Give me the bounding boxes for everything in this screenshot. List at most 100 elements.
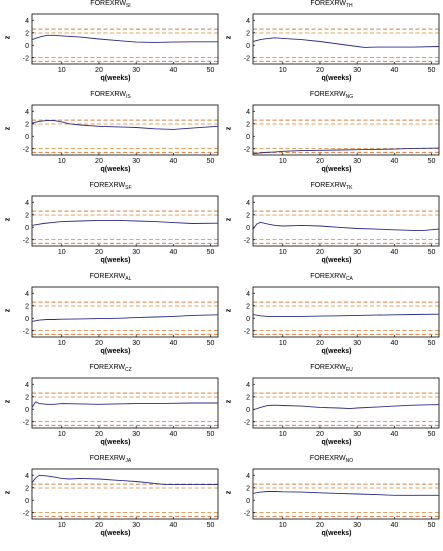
chart-title: FOREXRWJA: [0, 455, 221, 464]
x-tick-label: 30: [132, 431, 140, 438]
chart-title-subscript: SF: [125, 185, 132, 191]
y-axis-label: z: [4, 490, 12, 495]
y-tick-label: -2: [23, 237, 29, 244]
x-tick-label: 20: [95, 249, 103, 256]
y-tick-label: 0: [25, 316, 29, 323]
y-axis-label: z: [225, 126, 233, 131]
y-tick-label: 2: [25, 212, 29, 219]
chart-title: FOREXRWAL: [0, 273, 221, 282]
y-tick-label: -2: [23, 55, 29, 62]
chart-svg: 10 20 30 40 50 -2 0 2 4: [244, 13, 440, 74]
y-tick-label: 2: [25, 121, 29, 128]
y-tick-label: -2: [244, 419, 250, 426]
series-line: [31, 474, 218, 486]
y-axis-label: z: [225, 490, 233, 495]
series-line: [252, 221, 440, 231]
series-line: [31, 314, 219, 322]
y-tick-label: 0: [25, 225, 29, 232]
x-tick-label: 50: [207, 340, 215, 347]
chart-title: FOREXRWTH: [221, 0, 442, 9]
x-tick-label: 50: [428, 340, 436, 347]
x-axis-label: q(weeks): [100, 530, 131, 537]
plot-frame: [252, 195, 440, 247]
series-line: [31, 219, 219, 226]
x-tick-label: 30: [132, 249, 140, 256]
x-tick-label: 50: [428, 158, 436, 165]
y-tick-label: 4: [25, 382, 29, 389]
x-tick-label: 20: [95, 158, 103, 165]
x-tick-label: 10: [58, 431, 66, 438]
y-tick-label: 0: [25, 407, 29, 414]
y-tick-label: 0: [25, 43, 29, 50]
y-tick-label: 4: [246, 473, 250, 480]
chart-title-subscript: TH: [345, 3, 353, 9]
x-tick-label: 20: [316, 249, 324, 256]
x-tick-label: 20: [316, 67, 324, 74]
x-tick-label: 50: [207, 249, 215, 256]
chart-panel-is: FOREXRWIS 10 20 30 40 50 -2 0 2 4 q(weeks) z: [0, 91, 221, 182]
y-tick-label: 0: [246, 225, 250, 232]
series-line: [31, 401, 218, 408]
chart-title-subscript: NG: [345, 94, 354, 100]
chart-title: FOREXRWNO: [221, 455, 442, 464]
y-axis-label: z: [225, 35, 233, 40]
x-tick-label: 20: [316, 431, 324, 438]
y-tick-label: -2: [23, 146, 29, 153]
chart-title-subscript: NO: [345, 458, 354, 464]
chart-panel-ca: FOREXRWCA 10 20 30 40 50 -2 0 2 4 q(weeks) z: [221, 273, 442, 364]
chart-title: FOREXRWEU: [221, 364, 442, 373]
y-tick-label: 2: [25, 485, 29, 492]
x-tick-label: 30: [132, 158, 140, 165]
x-tick-label: 30: [353, 431, 361, 438]
x-axis-label: q(weeks): [100, 75, 131, 82]
chart-title: FOREXRWIS: [0, 91, 221, 100]
y-axis-label: z: [4, 217, 12, 222]
chart-panel-no: FOREXRWNO 10 20 30 40 50 -2 0 2 4 q(weeks) z: [221, 455, 442, 546]
x-tick-label: 10: [58, 158, 66, 165]
x-tick-label: 40: [390, 249, 398, 256]
chart-title: FOREXRWCZ: [0, 364, 221, 373]
y-axis-label: z: [225, 308, 233, 313]
chart-panel-ja: FOREXRWJA 10 20 30 40 50 -2 0 2 4 q(weeks) z: [0, 455, 221, 546]
chart-panel-tk: FOREXRWTK 10 20 30 40 50 -2 0 2 4 q(weeks) z: [221, 182, 442, 273]
x-tick-label: 40: [169, 67, 177, 74]
x-tick-label: 50: [207, 431, 215, 438]
y-tick-label: 4: [246, 200, 250, 207]
chart-title-subscript: JA: [125, 458, 132, 464]
chart-title-main: FOREXRW: [90, 91, 126, 98]
y-tick-label: 4: [246, 382, 250, 389]
chart-svg: 10 20 30 40 50 -2 0 2 4: [23, 377, 219, 438]
y-tick-label: 0: [246, 498, 250, 505]
x-tick-label: 40: [390, 340, 398, 347]
chart-title-main: FOREXRW: [90, 0, 126, 7]
chart-title: FOREXRWSI: [0, 0, 221, 9]
series-line: [31, 34, 218, 43]
y-tick-label: 4: [246, 109, 250, 116]
x-axis-label: q(weeks): [321, 75, 352, 82]
chart-title-main: FOREXRW: [89, 273, 126, 280]
x-tick-label: 30: [353, 340, 361, 347]
chart-title-main: FOREXRW: [89, 182, 126, 189]
chart-title-main: FOREXRW: [309, 455, 346, 462]
x-tick-label: 30: [353, 158, 361, 165]
y-tick-label: 4: [25, 473, 29, 480]
y-tick-label: 2: [246, 394, 250, 401]
chart-title-main: FOREXRW: [89, 364, 125, 371]
x-tick-label: 20: [95, 431, 103, 438]
y-axis-label: z: [225, 217, 233, 222]
x-axis-label: q(weeks): [321, 530, 352, 537]
y-tick-label: 0: [246, 43, 250, 50]
plot-frame: [31, 195, 219, 247]
x-tick-label: 10: [58, 249, 66, 256]
x-tick-label: 40: [390, 158, 398, 165]
x-tick-label: 40: [169, 522, 177, 529]
chart-title-subscript: AL: [125, 276, 132, 282]
chart-svg: 10 20 30 40 50 -2 0 2 4: [23, 195, 219, 256]
x-tick-label: 20: [95, 67, 103, 74]
chart-svg: 10 20 30 40 50 -2 0 2 4: [244, 468, 440, 529]
x-tick-label: 20: [316, 522, 324, 529]
y-tick-label: 2: [246, 303, 250, 310]
chart-svg: 10 20 30 40 50 -2 0 2 4: [244, 104, 440, 165]
chart-title: FOREXRWCA: [221, 273, 442, 282]
